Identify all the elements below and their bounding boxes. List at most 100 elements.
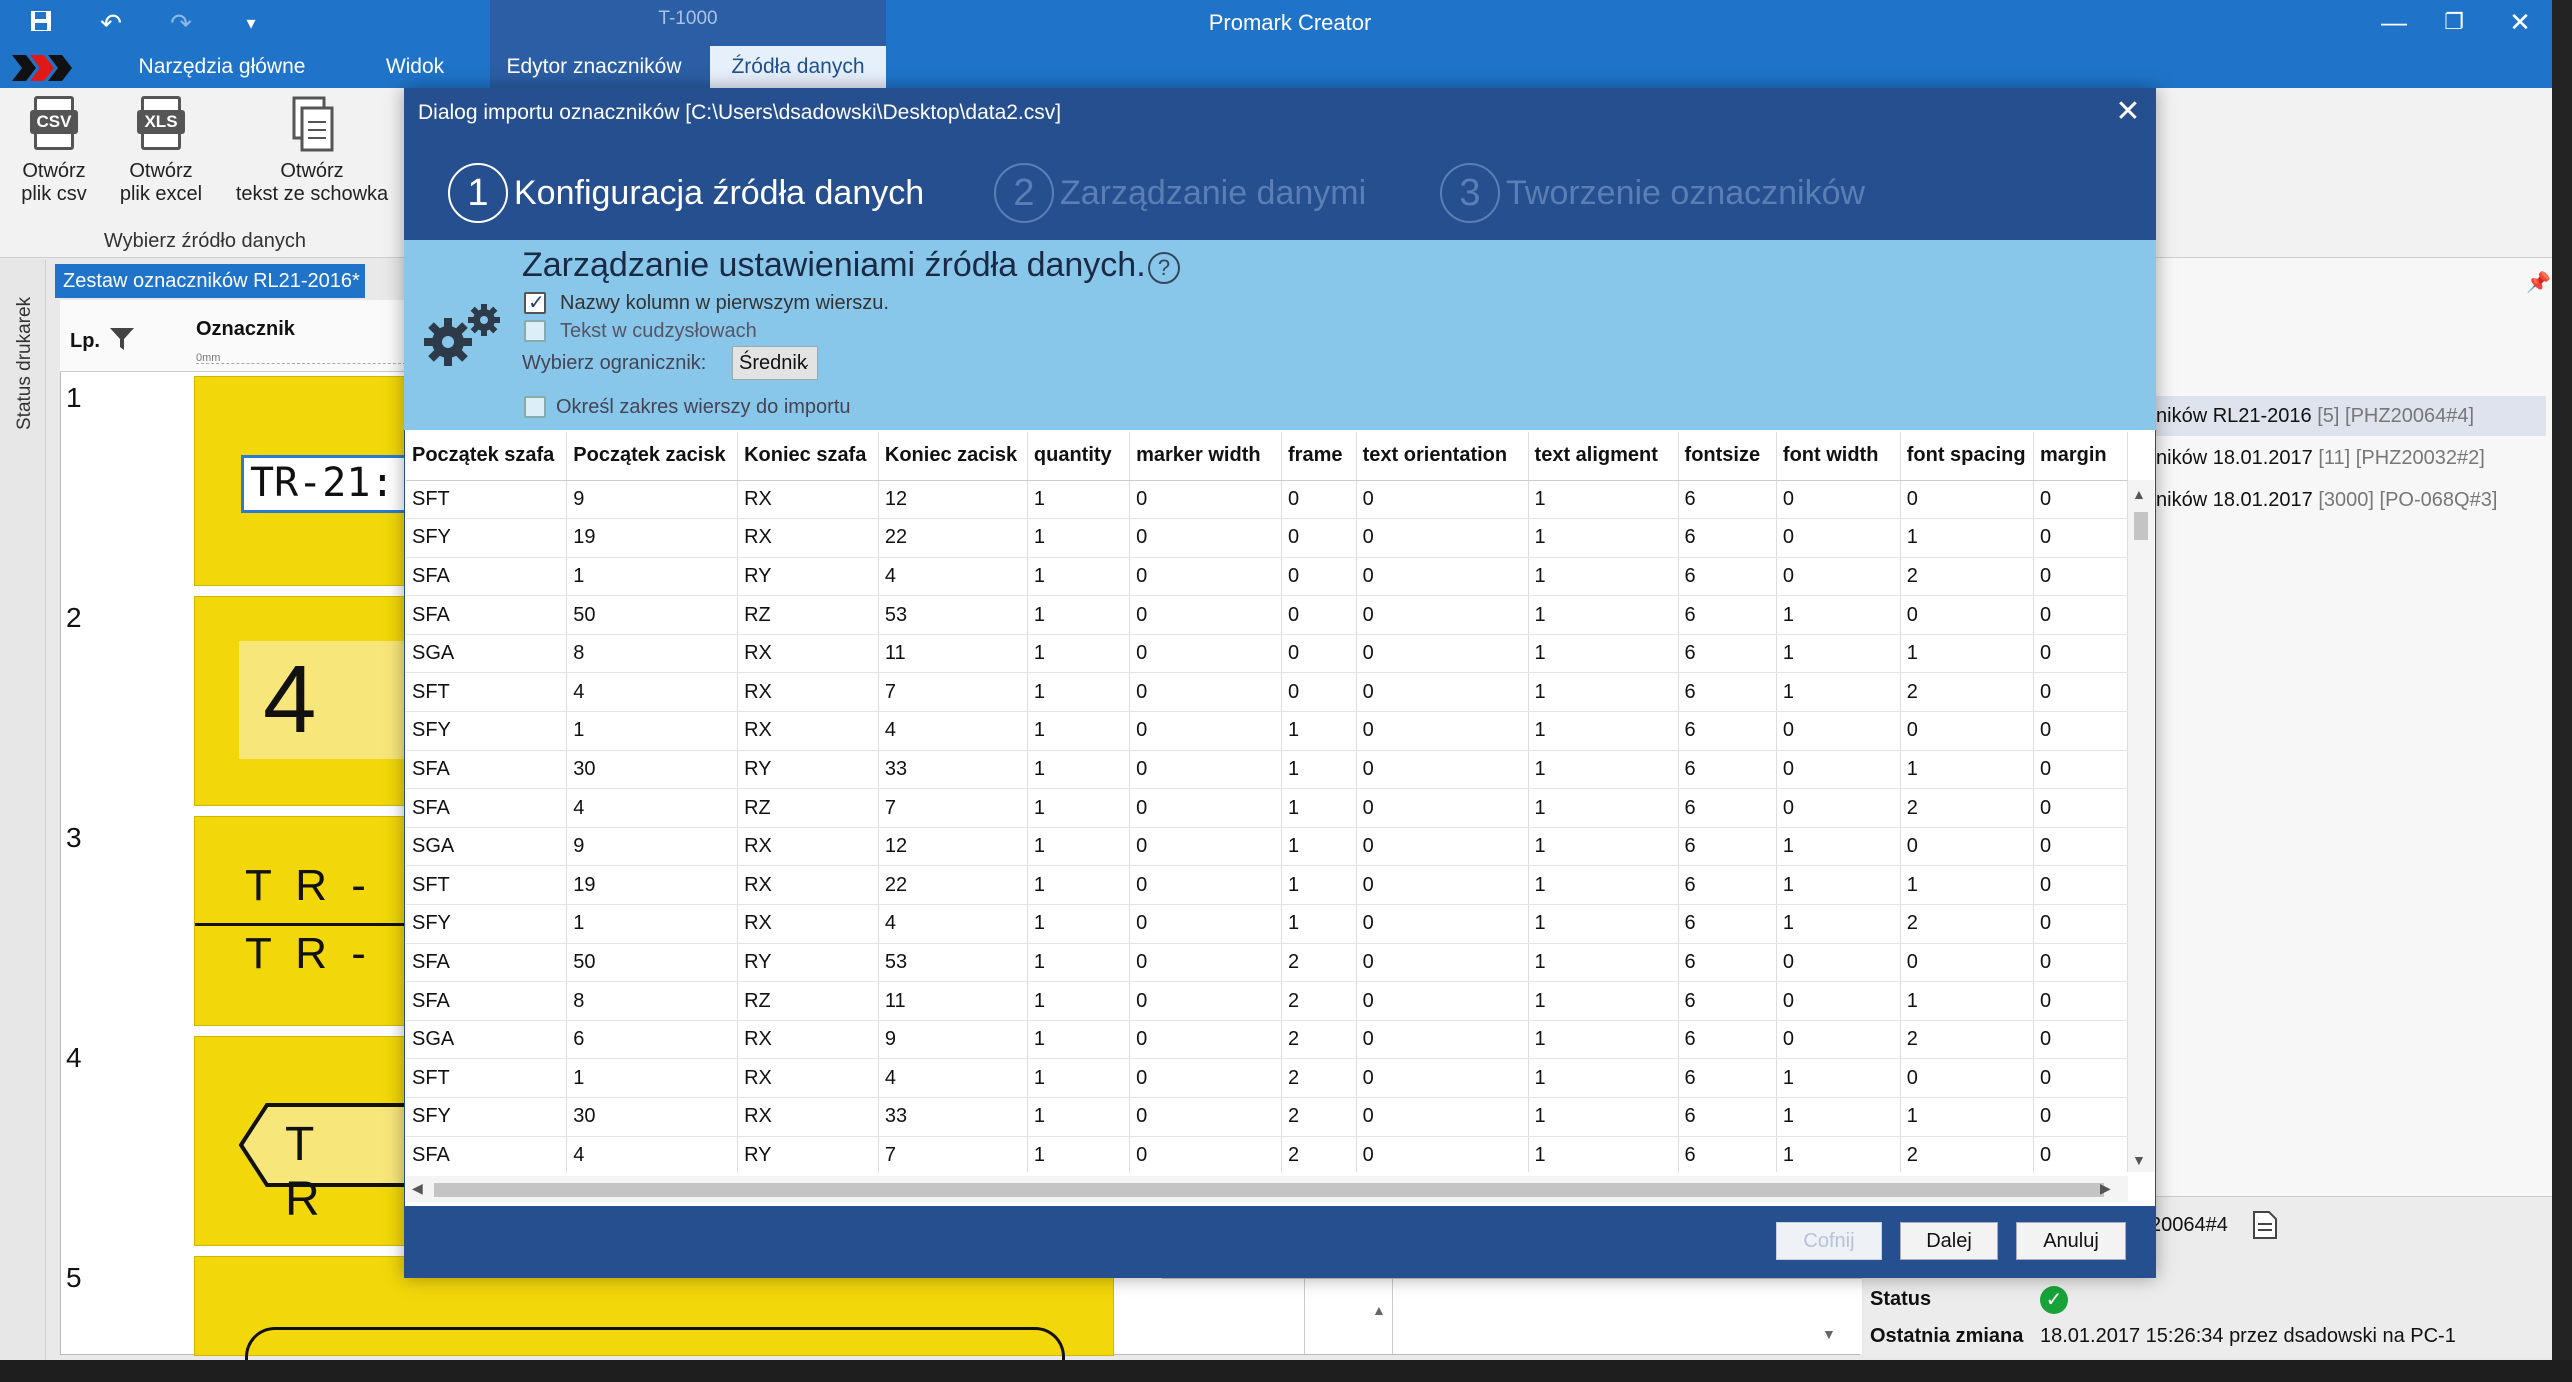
table-cell: 7 (878, 1136, 1028, 1172)
table-row[interactable]: SFA 4 RY 7 1 0 2 0 1 6 1 2 0 (406, 1136, 2128, 1172)
marker-text: T R (285, 1118, 360, 1226)
save-icon[interactable] (26, 8, 56, 38)
table-column-header[interactable]: font width (1776, 432, 1901, 481)
restore-icon[interactable]: ❐ (2444, 9, 2464, 34)
filter-icon[interactable] (108, 325, 136, 353)
table-cell: SFY (406, 518, 568, 558)
table-column-header[interactable]: margin (2033, 432, 2128, 481)
cancel-button[interactable]: Anuluj (2016, 1222, 2126, 1260)
app-logo-icon[interactable] (12, 55, 82, 81)
undo-icon[interactable]: ↶ (100, 8, 122, 38)
help-icon[interactable]: ? (1148, 252, 1180, 284)
table-column-header[interactable]: Początek zacisk (566, 432, 739, 481)
row-range-label: Określ zakres wierszy do importu (556, 396, 851, 418)
table-row[interactable]: SGA 9 RX 12 1 0 1 0 1 6 1 0 0 (406, 827, 2128, 867)
scroll-down-icon[interactable]: ▼ (2132, 1152, 2146, 1168)
customize-qat-icon[interactable]: ▾ (246, 13, 256, 33)
table-row[interactable]: SFY 1 RX 4 1 0 1 0 1 6 1 2 0 (406, 904, 2128, 944)
marker-preview[interactable]: 4 (194, 596, 419, 806)
table-row[interactable]: SFA 50 RZ 53 1 0 0 0 1 6 1 0 0 (406, 595, 2128, 635)
table-row[interactable]: SFA 1 RY 4 1 0 0 0 1 6 0 2 0 (406, 557, 2128, 597)
marker-preview[interactable]: T R - T R - (194, 816, 411, 1026)
table-cell: RX (737, 672, 879, 713)
table-cell: RY (737, 750, 879, 790)
table-row[interactable]: SFT 1 RX 4 1 0 2 0 1 6 1 0 0 (406, 1058, 2128, 1098)
marker-text-box[interactable]: TR-21: (241, 455, 421, 513)
open-csv-button[interactable]: CSV Otwórz plik csv (8, 96, 100, 206)
table-row[interactable]: SFY 19 RX 22 1 0 0 0 1 6 0 1 0 (406, 518, 2128, 558)
table-cell: 1 (1900, 865, 2034, 906)
table-cell: 1 (1281, 711, 1357, 751)
table-row[interactable]: SFA 8 RZ 11 1 0 2 0 1 6 0 1 0 (406, 981, 2128, 1021)
table-column-header[interactable]: text aligment (1528, 432, 1679, 481)
table-row[interactable]: SFT 9 RX 12 1 0 0 0 1 6 0 0 0 (406, 480, 2128, 520)
back-button[interactable]: Cofnij (1776, 1222, 1882, 1260)
minimize-icon[interactable]: — (2381, 7, 2407, 37)
tab-marker-editor[interactable]: Edytor znaczników (494, 46, 694, 88)
vertical-scroll-thumb[interactable] (2134, 512, 2148, 540)
table-column-header[interactable]: Koniec zacisk (878, 432, 1028, 481)
marker-preview[interactable]: TR-21: (194, 376, 421, 586)
table-cell: 1 (1776, 865, 1901, 906)
table-row[interactable]: SFT 4 RX 7 1 0 0 0 1 6 1 2 0 (406, 672, 2128, 713)
marker-set-item[interactable]: ników RL21-2016 [5] [PHZ20064#4] (2156, 396, 2546, 436)
tab-data-sources[interactable]: Źródła danych (710, 46, 886, 88)
table-cell: 1 (1900, 750, 2034, 790)
table-row[interactable]: SGA 8 RX 11 1 0 0 0 1 6 1 1 0 (406, 634, 2128, 674)
marker-set-item[interactable]: ników 18.01.2017 [11] [PHZ20032#2] (2156, 438, 2546, 478)
table-cell: 0 (2033, 1136, 2128, 1172)
quotes-checkbox[interactable] (524, 320, 546, 342)
table-row[interactable]: SFA 50 RY 53 1 0 2 0 1 6 0 0 0 (406, 943, 2128, 983)
scroll-down-icon[interactable]: ▼ (1822, 1326, 1836, 1342)
step-label: Tworzenie oznaczników (1506, 174, 1866, 213)
vertical-scrollbar[interactable] (2128, 480, 2154, 1172)
table-column-header[interactable]: frame (1281, 432, 1357, 481)
table-column-header[interactable]: marker width (1129, 432, 1282, 481)
next-button[interactable]: Dalej (1900, 1222, 1998, 1260)
printer-status-tab[interactable]: Status drukarek (14, 296, 35, 430)
table-row[interactable]: SGA 6 RX 9 1 0 2 0 1 6 0 2 0 (406, 1020, 2128, 1060)
tab-home[interactable]: Narzędzia główne (138, 55, 306, 78)
data-preview-table[interactable]: Początek szafa Początek zacisk Koniec szaf… (406, 432, 2128, 1172)
table-row[interactable]: SFY 1 RX 4 1 0 1 0 1 6 0 0 0 (406, 711, 2128, 751)
tab-view[interactable]: Widok (385, 55, 445, 78)
scroll-right-icon[interactable]: ▶ (2100, 1180, 2111, 1196)
table-column-header[interactable]: quantity (1027, 432, 1131, 481)
document-icon[interactable] (2252, 1210, 2278, 1240)
delimiter-select[interactable]: Średnik ⌄ (732, 346, 818, 380)
table-column-header[interactable]: Koniec szafa (737, 432, 879, 481)
table-cell: 4 (566, 672, 739, 713)
table-column-header[interactable]: font spacing (1900, 432, 2034, 481)
table-row[interactable]: SFY 30 RX 33 1 0 2 0 1 6 1 1 0 (406, 1097, 2128, 1137)
horizontal-scroll-thumb[interactable] (434, 1183, 2104, 1197)
scroll-left-icon[interactable]: ◀ (412, 1180, 423, 1196)
scroll-up-icon[interactable]: ▲ (2132, 486, 2146, 502)
sort-up-icon[interactable]: ▲ (1372, 1302, 1386, 1318)
open-clipboard-button[interactable]: Otwórz tekst ze schowka (226, 96, 398, 206)
table-column-header[interactable]: text orientation (1356, 432, 1529, 481)
table-cell: 1 (1281, 827, 1357, 867)
delimiter-value: Średnik (739, 352, 807, 374)
dialog-close-icon[interactable]: ✕ (2115, 95, 2141, 128)
redo-icon[interactable]: ↷ (170, 8, 192, 38)
table-row[interactable]: SFT 19 RX 22 1 0 1 0 1 6 1 1 0 (406, 865, 2128, 906)
marker-preview[interactable]: T R (194, 1036, 411, 1246)
step-number: 1 (448, 163, 508, 224)
row-range-checkbox[interactable] (524, 396, 546, 418)
close-window-icon[interactable]: ✕ (2509, 7, 2531, 37)
table-cell: SFY (406, 904, 568, 944)
table-row[interactable]: SFA 4 RZ 7 1 0 1 0 1 6 0 2 0 (406, 788, 2128, 828)
table-cell: 19 (566, 865, 739, 906)
marker-set-item[interactable]: ników 18.01.2017 [3000] [PO-068Q#3] (2156, 480, 2546, 520)
table-column-header[interactable]: fontsize (1678, 432, 1777, 481)
pin-icon[interactable]: 📌 (2526, 272, 2551, 294)
table-row[interactable]: SFA 30 RY 33 1 0 1 0 1 6 0 1 0 (406, 750, 2128, 790)
colnames-checkbox[interactable]: ✓ (524, 292, 546, 314)
table-column-header[interactable]: Początek szafa (406, 432, 568, 481)
open-excel-button[interactable]: XLS Otwórz plik excel (108, 96, 214, 206)
document-tab[interactable]: Zestaw oznaczników RL21-2016* (55, 264, 365, 298)
delimiter-label: Wybierz ogranicznik: (522, 352, 707, 374)
table-cell: 0 (1356, 981, 1529, 1021)
table-cell: 9 (566, 480, 739, 520)
table-cell: RX (737, 904, 879, 944)
